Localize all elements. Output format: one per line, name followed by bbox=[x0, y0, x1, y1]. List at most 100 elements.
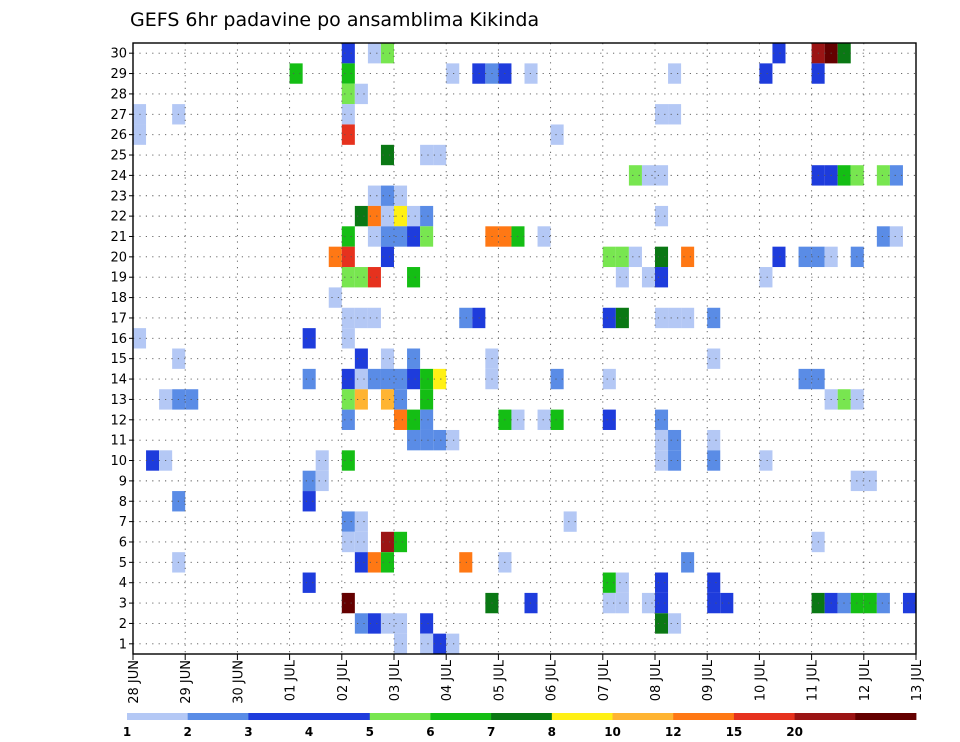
heatmap-cell bbox=[367, 43, 381, 64]
heatmap-cell bbox=[863, 470, 877, 492]
heatmap-cell bbox=[641, 592, 655, 614]
x-tick-label: 12 JUL bbox=[858, 659, 873, 701]
heatmap-cell bbox=[367, 226, 381, 247]
heatmap-cell bbox=[655, 246, 669, 268]
heatmap-cell bbox=[341, 43, 355, 64]
heatmap-cell bbox=[341, 104, 355, 125]
heatmap-cell bbox=[380, 185, 394, 206]
heatmap-cell bbox=[354, 267, 368, 288]
heatmap-cell bbox=[641, 165, 655, 186]
heatmap-cell bbox=[655, 572, 669, 593]
legend-label: 10 bbox=[604, 725, 621, 739]
heatmap-cell bbox=[354, 348, 368, 369]
heatmap-cell bbox=[759, 63, 773, 84]
y-tick-label: 6 bbox=[119, 535, 127, 550]
heatmap-cells bbox=[133, 43, 916, 654]
heatmap-cell bbox=[668, 450, 682, 471]
heatmap-cell bbox=[707, 348, 721, 369]
heatmap-cell bbox=[655, 592, 669, 614]
y-tick-label: 14 bbox=[110, 373, 127, 388]
heatmap-cell bbox=[407, 409, 421, 430]
y-tick-label: 19 bbox=[110, 271, 127, 286]
heatmap-cell bbox=[341, 307, 355, 329]
heatmap-cell bbox=[420, 389, 434, 410]
heatmap-cell bbox=[341, 63, 355, 84]
heatmap-cell bbox=[315, 470, 329, 492]
chart-title: GEFS 6hr padavine po ansamblima Kikinda bbox=[130, 9, 539, 31]
heatmap-cell bbox=[420, 226, 434, 247]
heatmap-cell bbox=[420, 368, 434, 390]
heatmap-cell bbox=[628, 165, 642, 186]
y-axis-ticks: 1234567891011121314151617181920212223242… bbox=[110, 47, 133, 652]
legend-swatch bbox=[309, 713, 371, 720]
heatmap-cell bbox=[394, 409, 408, 430]
heatmap-cell bbox=[302, 328, 316, 349]
legend-label: 2 bbox=[184, 725, 192, 739]
heatmap-cell bbox=[615, 572, 629, 593]
heatmap-cell bbox=[681, 552, 695, 573]
legend-label: 15 bbox=[726, 725, 743, 739]
heatmap-cell bbox=[668, 104, 682, 125]
heatmap-cell bbox=[328, 246, 342, 268]
heatmap-cell bbox=[394, 613, 408, 634]
heatmap-cell bbox=[420, 429, 434, 451]
heatmap-cell bbox=[367, 552, 381, 573]
heatmap-cell bbox=[354, 205, 368, 227]
y-tick-label: 2 bbox=[119, 617, 127, 632]
y-tick-label: 3 bbox=[119, 597, 127, 612]
heatmap-cell bbox=[380, 246, 394, 268]
heatmap-cell bbox=[367, 267, 381, 288]
heatmap-cell bbox=[341, 511, 355, 532]
heatmap-cell bbox=[380, 368, 394, 390]
x-tick-label: 08 JUL bbox=[649, 659, 664, 701]
heatmap-cell bbox=[354, 552, 368, 573]
heatmap-cell bbox=[681, 307, 695, 329]
heatmap-cell bbox=[367, 307, 381, 329]
y-tick-label: 11 bbox=[110, 434, 127, 449]
legend-swatch bbox=[794, 713, 856, 720]
heatmap-cell bbox=[655, 450, 669, 471]
heatmap-cell bbox=[681, 246, 695, 268]
heatmap-cell bbox=[380, 389, 394, 410]
y-tick-label: 28 bbox=[110, 87, 127, 102]
heatmap-cell bbox=[668, 429, 682, 451]
legend-swatch bbox=[612, 713, 674, 720]
heatmap-cell bbox=[354, 83, 368, 105]
heatmap-cell bbox=[341, 83, 355, 105]
y-tick-label: 23 bbox=[110, 189, 127, 204]
y-tick-label: 15 bbox=[110, 352, 127, 367]
y-tick-label: 26 bbox=[110, 128, 127, 143]
heatmap-cell bbox=[537, 409, 551, 430]
heatmap-cell bbox=[876, 165, 890, 186]
heatmap-cell bbox=[367, 368, 381, 390]
legend-label: 3 bbox=[244, 725, 252, 739]
heatmap-cell bbox=[380, 43, 394, 64]
legend-label: 6 bbox=[426, 725, 434, 739]
heatmap-cell bbox=[394, 185, 408, 206]
heatmap-cell bbox=[315, 450, 329, 471]
y-tick-label: 29 bbox=[110, 67, 127, 82]
heatmap-cell bbox=[380, 552, 394, 573]
heatmap-cell bbox=[772, 43, 786, 64]
heatmap-cell bbox=[550, 368, 564, 390]
heatmap-cell bbox=[394, 205, 408, 227]
color-legend: 1 2 3 4 5 6 7 8 10 12 15 20 bbox=[123, 713, 917, 739]
x-axis-ticks: 28 JUN 29 JUN 30 JUN 01 JUL 02 JUL 03 JUL 04 J… bbox=[127, 654, 925, 704]
heatmap-cell bbox=[863, 592, 877, 614]
x-tick-label: 01 JUL bbox=[284, 659, 299, 701]
heatmap-cell bbox=[433, 144, 447, 166]
legend-swatch bbox=[551, 713, 613, 720]
legend-swatch bbox=[733, 713, 796, 720]
heatmap-cell bbox=[668, 613, 682, 634]
heatmap-cell bbox=[720, 592, 734, 614]
heatmap-cell bbox=[446, 63, 460, 84]
x-tick-label: 10 JUL bbox=[753, 659, 768, 701]
heatmap-cell bbox=[602, 368, 616, 390]
heatmap-cell bbox=[446, 429, 460, 451]
heatmap-cell bbox=[380, 613, 394, 634]
legend-label: 20 bbox=[786, 725, 803, 739]
heatmap-cell bbox=[615, 307, 629, 329]
legend-swatch bbox=[127, 713, 189, 720]
y-tick-label: 16 bbox=[110, 332, 127, 347]
heatmap-cell bbox=[354, 613, 368, 634]
